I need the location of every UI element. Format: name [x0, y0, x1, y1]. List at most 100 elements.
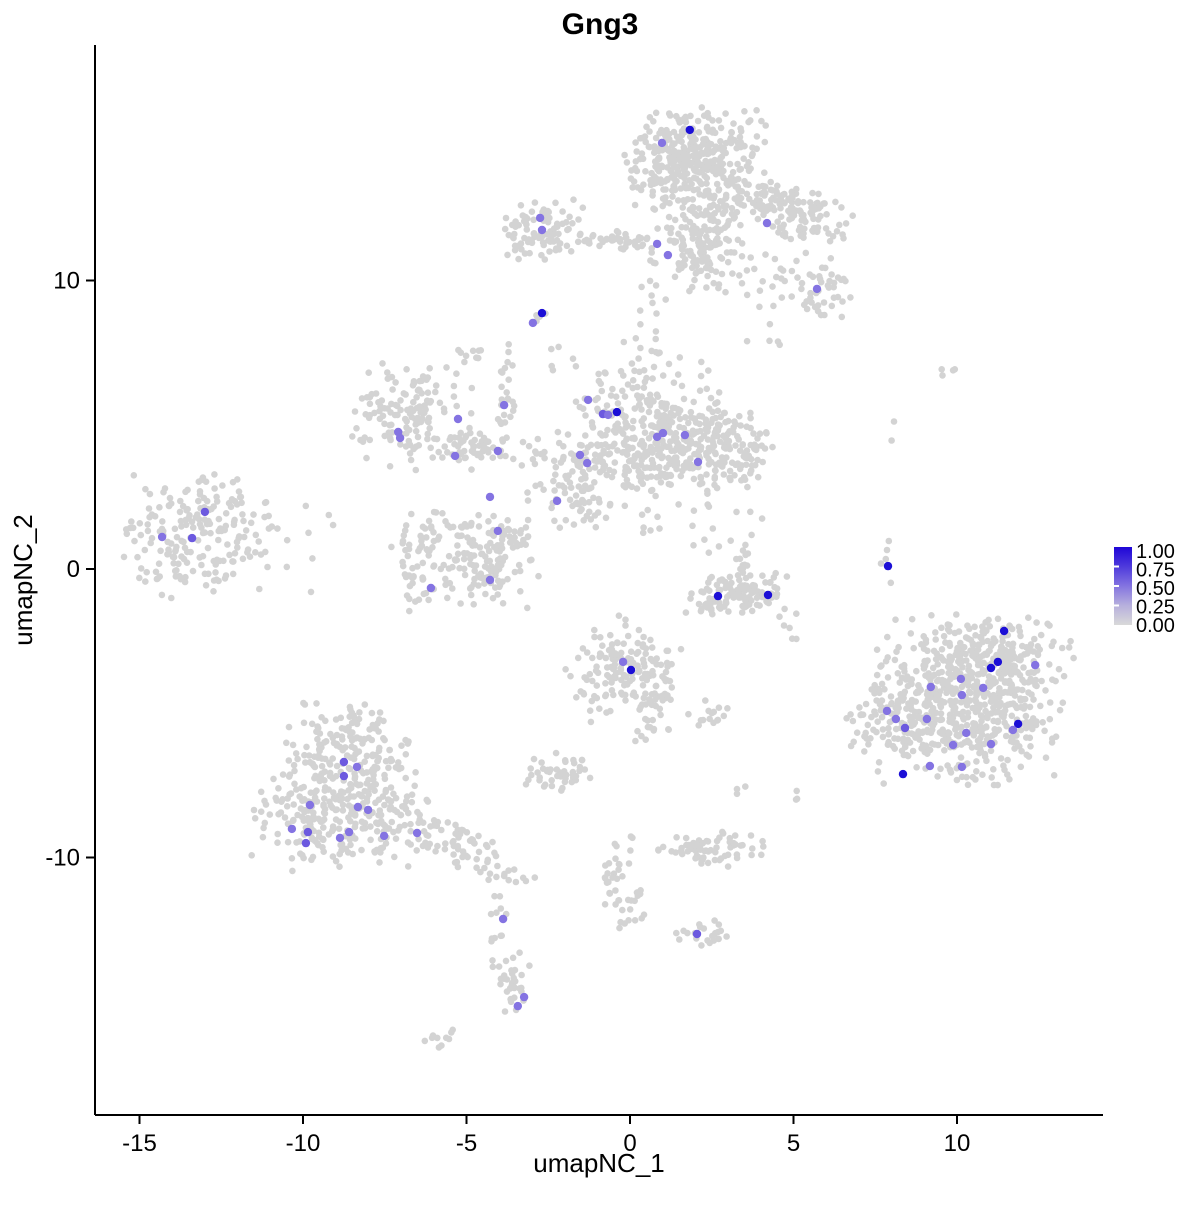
- cluster-center-bottom-dots: [632, 724, 658, 745]
- expressing-cell-point: [339, 757, 349, 767]
- y-axis-ticks: -10 0 10: [45, 268, 95, 872]
- expressing-cell-point: [692, 929, 702, 939]
- cluster-mid-small: [551, 484, 614, 531]
- cluster-crescent-up: [733, 531, 755, 584]
- expressing-cell-point: [187, 533, 197, 543]
- cluster-strand-vert: [494, 341, 518, 445]
- expressing-cell-point: [922, 714, 932, 724]
- y-tick-label: -10: [45, 845, 80, 872]
- expressing-cell-point: [485, 492, 495, 502]
- expressing-cell-point: [957, 762, 967, 772]
- expressing-cell-point: [762, 218, 772, 228]
- cluster-u-right: [440, 519, 542, 612]
- cluster-small-bottom: [673, 917, 730, 949]
- cluster-mid-sparse2: [689, 461, 766, 556]
- cluster-mid-right2: [711, 422, 776, 491]
- cluster-top-arm: [719, 178, 856, 245]
- expressing-cell-point: [986, 663, 996, 673]
- expressing-cell-point: [652, 239, 662, 249]
- expressing-cell-point: [335, 833, 345, 843]
- expressing-cell-point: [926, 682, 935, 692]
- expressing-cell-point: [1031, 660, 1040, 670]
- cluster-small-mid-bottom: [522, 749, 594, 794]
- cluster-center-bottom: [562, 612, 685, 726]
- cluster-right-top: [913, 621, 1077, 691]
- x-tick-label: 5: [787, 1130, 800, 1157]
- expressing-cell-point: [948, 740, 958, 750]
- y-tick-label: 10: [53, 268, 80, 295]
- legend-tick-label: 0.00: [1136, 615, 1175, 637]
- expressing-cell-point: [537, 225, 547, 235]
- expressing-cell-point: [395, 433, 405, 443]
- expressing-cell-point: [200, 507, 210, 517]
- expressing-cell-point: [626, 665, 636, 675]
- background-points: [120, 104, 1077, 1051]
- cluster-arm-blob: [788, 254, 854, 321]
- x-tick-label: -10: [286, 1130, 321, 1157]
- expressing-cell-point: [999, 626, 1009, 636]
- expressing-cell-point: [986, 739, 996, 749]
- cluster-tail-clump: [489, 949, 533, 1015]
- expressing-cell-point: [663, 250, 673, 260]
- expressing-cell-point: [891, 714, 901, 724]
- expressing-cell-point: [493, 446, 503, 456]
- expressing-cell-point: [900, 723, 910, 733]
- expressing-cell-point: [537, 308, 547, 318]
- expressing-cell-point: [583, 458, 592, 468]
- expressing-cell-point: [685, 125, 694, 135]
- expressing-cell-point: [379, 831, 389, 841]
- cluster-top-lower: [646, 186, 746, 296]
- expressing-cell-point: [499, 400, 509, 410]
- expressing-cell-point: [575, 450, 585, 460]
- expressing-cell-point: [1013, 719, 1023, 729]
- expressing-cell-point: [993, 657, 1003, 667]
- expressing-cell-point: [352, 762, 362, 772]
- axes: [94, 45, 1103, 1116]
- cluster-bottomleft-tail: [393, 808, 539, 886]
- expressing-cell-point: [412, 828, 422, 838]
- x-tick-label: -5: [456, 1130, 477, 1157]
- expressing-cell-point: [1008, 725, 1018, 735]
- cluster-dots-midright: [888, 418, 898, 444]
- expressing-cell-point: [426, 583, 436, 593]
- expressing-cell-point: [344, 827, 354, 837]
- x-tick-label: 10: [944, 1130, 971, 1157]
- expressing-cell-point: [763, 590, 773, 600]
- expressing-cell-point: [363, 805, 373, 815]
- expressing-cell-point: [498, 914, 508, 924]
- expressing-cell-point: [957, 690, 967, 700]
- cluster-top-main: [621, 104, 769, 218]
- expressing-cell-point: [898, 769, 908, 779]
- expressing-cell-point: [519, 992, 529, 1002]
- expressing-cell-point: [812, 284, 822, 294]
- expressing-cell-point: [339, 771, 349, 781]
- expressing-cell-point: [693, 457, 703, 467]
- y-tick-label: 0: [67, 556, 80, 583]
- cluster-tail-dots: [487, 910, 506, 945]
- legend-tick-labels: 1.000.750.500.250.00: [1136, 541, 1175, 637]
- cluster-right-left-lobe: [843, 668, 944, 759]
- y-axis-label: umapNC_2: [8, 514, 38, 646]
- legend-tick-label: 0.75: [1136, 560, 1175, 582]
- expressing-points: [157, 125, 1040, 1011]
- cluster-bits: [455, 346, 485, 366]
- cluster-strand-curve: [612, 887, 648, 932]
- expressing-cell-point: [713, 591, 723, 601]
- cluster-lone-strand: [877, 537, 895, 587]
- expressing-cell-point: [453, 414, 463, 424]
- cluster-left-sparse: [198, 476, 337, 596]
- cluster-mid-dots: [548, 343, 580, 374]
- cluster-dots-crescent-right: [780, 610, 800, 643]
- cluster-ring: [349, 360, 476, 474]
- cluster-topleft-tip: [510, 234, 536, 253]
- expressing-cell-point: [618, 657, 628, 667]
- expressing-cell-point: [493, 526, 503, 536]
- expressing-cell-point: [450, 451, 460, 461]
- cluster-mid-tail: [633, 460, 664, 537]
- cluster-u-sparse: [427, 510, 512, 534]
- expressing-cell-point: [680, 430, 690, 440]
- cluster-tail-clump2: [421, 1026, 457, 1051]
- expressing-cell-point: [956, 674, 966, 684]
